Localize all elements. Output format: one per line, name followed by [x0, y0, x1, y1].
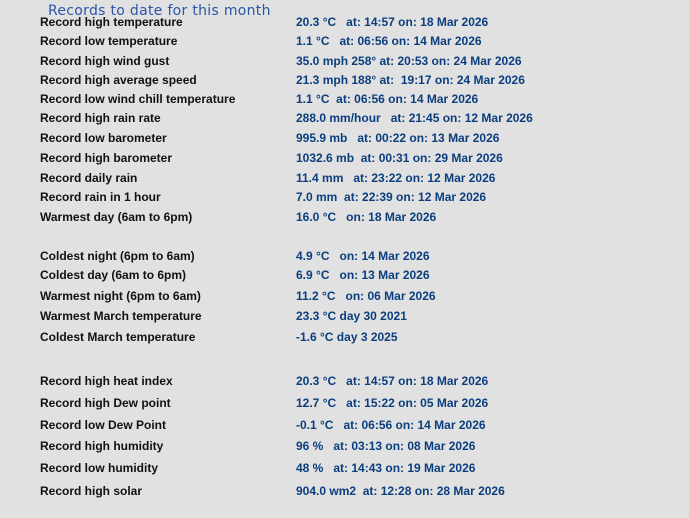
record-row: Record high rain rate 288.0 mm/hour at: 2…: [0, 111, 689, 129]
record-value: 23.3 °C day 30 2021: [296, 309, 407, 323]
record-label: Record high heat index: [40, 374, 173, 388]
page-title: Records to date for this month: [48, 3, 271, 19]
record-value: 16.0 °C on: 18 Mar 2026: [296, 210, 437, 224]
record-value: 904.0 wm2 at: 12:28 on: 28 Mar 2026: [296, 484, 505, 498]
record-row: Warmest March temperature 23.3 °C day 30 …: [0, 309, 689, 327]
record-value: 21.3 mph 188° at: 19:17 on: 24 Mar 2026: [296, 73, 525, 87]
record-row: Record high solar 904.0 wm2 at: 12:28 on:…: [0, 484, 689, 502]
record-value: 11.4 mm at: 23:22 on: 12 Mar 2026: [296, 171, 496, 185]
record-label: Warmest night (6pm to 6am): [40, 289, 201, 303]
record-row: Record low Dew Point -0.1 °C at: 06:56 on…: [0, 418, 689, 436]
record-row: Record daily rain 11.4 mm at: 23:22 on: 1…: [0, 171, 689, 189]
record-label: Record rain in 1 hour: [40, 190, 161, 204]
record-row: Record low humidity 48 % at: 14:43 on: 19…: [0, 461, 689, 479]
record-row: Record high average speed 21.3 mph 188° a…: [0, 73, 689, 91]
record-row: Warmest night (6pm to 6am) 11.2 °C on: 06…: [0, 289, 689, 307]
record-value: 20.3 °C at: 14:57 on: 18 Mar 2026: [296, 374, 489, 388]
record-label: Record low wind chill temperature: [40, 92, 236, 106]
record-row: Record high heat index 20.3 °C at: 14:57 …: [0, 374, 689, 392]
record-label: Coldest night (6pm to 6am): [40, 249, 195, 263]
record-row: Record high temperature 20.3 °C at: 14:57…: [0, 15, 689, 33]
record-label: Record high average speed: [40, 73, 197, 87]
record-value: 12.7 °C at: 15:22 on: 05 Mar 2026: [296, 396, 489, 410]
record-value: 995.9 mb at: 00:22 on: 13 Mar 2026: [296, 131, 500, 145]
record-row: Record high barometer 1032.6 mb at: 00:31…: [0, 151, 689, 169]
record-label: Record high barometer: [40, 151, 173, 165]
record-label: Coldest day (6am to 6pm): [40, 268, 187, 282]
record-row: Record low wind chill temperature 1.1 °C …: [0, 92, 689, 110]
record-row: Coldest night (6pm to 6am) 4.9 °C on: 14 …: [0, 249, 689, 267]
record-row: Coldest day (6am to 6pm) 6.9 °C on: 13 Ma…: [0, 268, 689, 286]
record-row: Coldest March temperature -1.6 °C day 3 2…: [0, 330, 689, 348]
record-row: Record high wind gust 35.0 mph 258° at: 2…: [0, 54, 689, 72]
record-label: Record high Dew point: [40, 396, 171, 410]
record-value: 7.0 mm at: 22:39 on: 12 Mar 2026: [296, 190, 487, 204]
record-value: 35.0 mph 258° at: 20:53 on: 24 Mar 2026: [296, 54, 522, 68]
record-value: -1.6 °C day 3 2025: [296, 330, 398, 344]
record-row: Warmest day (6am to 6pm) 16.0 °C on: 18 M…: [0, 210, 689, 228]
record-value: 1032.6 mb at: 00:31 on: 29 Mar 2026: [296, 151, 503, 165]
record-label: Warmest March temperature: [40, 309, 202, 323]
record-label: Record low Dew Point: [40, 418, 167, 432]
record-label: Record high wind gust: [40, 54, 170, 68]
record-value: 96 % at: 03:13 on: 08 Mar 2026: [296, 439, 476, 453]
record-row: Record low temperature 1.1 °C at: 06:56 o…: [0, 34, 689, 52]
record-value: 4.9 °C on: 14 Mar 2026: [296, 249, 430, 263]
record-label: Record high humidity: [40, 439, 164, 453]
record-label: Record low barometer: [40, 131, 167, 145]
record-label: Warmest day (6am to 6pm): [40, 210, 193, 224]
record-value: 1.1 °C at: 06:56 on: 14 Mar 2026: [296, 92, 479, 106]
record-label: Record daily rain: [40, 171, 138, 185]
record-label: Record high temperature: [40, 15, 183, 29]
record-value: 48 % at: 14:43 on: 19 Mar 2026: [296, 461, 476, 475]
record-row: Record high Dew point 12.7 °C at: 15:22 o…: [0, 396, 689, 414]
record-row: Record low barometer 995.9 mb at: 00:22 o…: [0, 131, 689, 149]
record-value: 1.1 °C at: 06:56 on: 14 Mar 2026: [296, 34, 482, 48]
record-value: 11.2 °C on: 06 Mar 2026: [296, 289, 436, 303]
record-label: Record low humidity: [40, 461, 159, 475]
record-value: 288.0 mm/hour at: 21:45 on: 12 Mar 2026: [296, 111, 533, 125]
record-value: 20.3 °C at: 14:57 on: 18 Mar 2026: [296, 15, 489, 29]
record-label: Record high solar: [40, 484, 143, 498]
record-value: -0.1 °C at: 06:56 on: 14 Mar 2026: [296, 418, 486, 432]
record-value: 6.9 °C on: 13 Mar 2026: [296, 268, 430, 282]
record-row: Record high humidity 96 % at: 03:13 on: 0…: [0, 439, 689, 457]
record-label: Coldest March temperature: [40, 330, 196, 344]
record-row: Record rain in 1 hour 7.0 mm at: 22:39 on…: [0, 190, 689, 208]
record-label: Record high rain rate: [40, 111, 161, 125]
record-label: Record low temperature: [40, 34, 178, 48]
